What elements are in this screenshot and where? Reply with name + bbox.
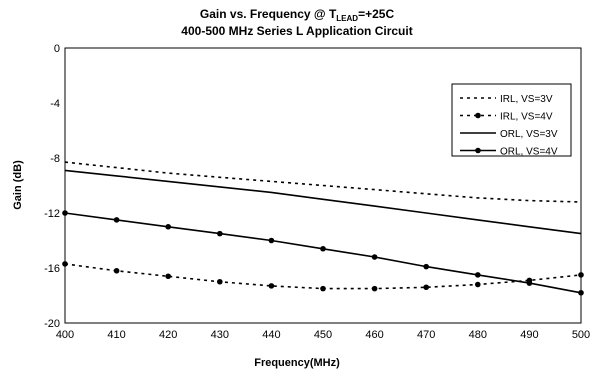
legend: IRL, VS=3V IRL, VS=4V ORL, VS=3V ORL, VS=4V xyxy=(451,83,572,158)
x-axis-label: Frequency(MHz) xyxy=(254,357,340,369)
x-tick-label: 460 xyxy=(365,329,383,341)
chart-subtitle: 400-500 MHz Series L Application Circuit xyxy=(181,24,412,38)
data-point xyxy=(475,281,481,288)
data-series xyxy=(62,161,584,296)
series-line xyxy=(64,169,582,235)
data-point xyxy=(320,285,326,292)
y-tick-label: 0 xyxy=(54,43,60,55)
data-point xyxy=(578,289,584,296)
x-tick-label: 450 xyxy=(314,329,332,341)
x-tick-label: 440 xyxy=(262,329,280,341)
chart-title-subscript: LEAD xyxy=(336,14,358,23)
data-point xyxy=(371,254,378,260)
data-point xyxy=(526,280,533,286)
y-axis-label: Gain (dB) xyxy=(12,160,24,210)
x-tick-label: 490 xyxy=(520,329,538,341)
data-point xyxy=(268,283,275,289)
data-point xyxy=(475,272,481,278)
data-point xyxy=(165,273,171,280)
legend-marker xyxy=(475,112,481,119)
legend-box xyxy=(451,83,572,157)
legend-label: ORL, VS=4V xyxy=(500,147,558,158)
x-tick-label: 430 xyxy=(211,329,229,341)
y-tick-label: -4 xyxy=(50,98,60,110)
tick-labels: 400 410 420 430 440 450 460 470 480 490 500 0 -4 -8 -1… xyxy=(44,43,590,341)
data-point xyxy=(423,263,430,270)
y-tick-label: -8 xyxy=(50,153,60,165)
data-point xyxy=(268,237,275,244)
data-point xyxy=(113,267,120,274)
x-tick-label: 420 xyxy=(159,329,177,341)
data-point xyxy=(217,278,223,285)
x-tick-label: 500 xyxy=(572,329,590,341)
data-point xyxy=(62,210,68,216)
x-tick-label: 480 xyxy=(469,329,487,341)
y-tick-label: -20 xyxy=(44,318,60,330)
x-tick-label: 400 xyxy=(56,329,74,341)
y-tick-label: -16 xyxy=(44,263,60,275)
x-tick-label: 410 xyxy=(107,329,125,341)
data-point xyxy=(423,284,430,291)
legend-label: IRL, VS=4V xyxy=(500,112,553,123)
data-point xyxy=(217,230,223,237)
x-tick-label: 470 xyxy=(417,329,435,341)
series-line xyxy=(64,161,582,203)
legend-label: IRL, VS=3V xyxy=(500,94,553,105)
data-point xyxy=(320,245,326,252)
data-point xyxy=(62,261,68,267)
chart-title: Gain vs. Frequency @ TLEAD=+25C xyxy=(200,7,395,23)
data-point xyxy=(165,223,171,230)
data-point xyxy=(371,285,378,292)
data-point xyxy=(113,217,120,223)
legend-label: ORL, VS=3V xyxy=(500,129,558,140)
legend-marker xyxy=(475,147,481,154)
y-tick-label: -12 xyxy=(44,208,60,220)
data-point xyxy=(578,272,584,278)
